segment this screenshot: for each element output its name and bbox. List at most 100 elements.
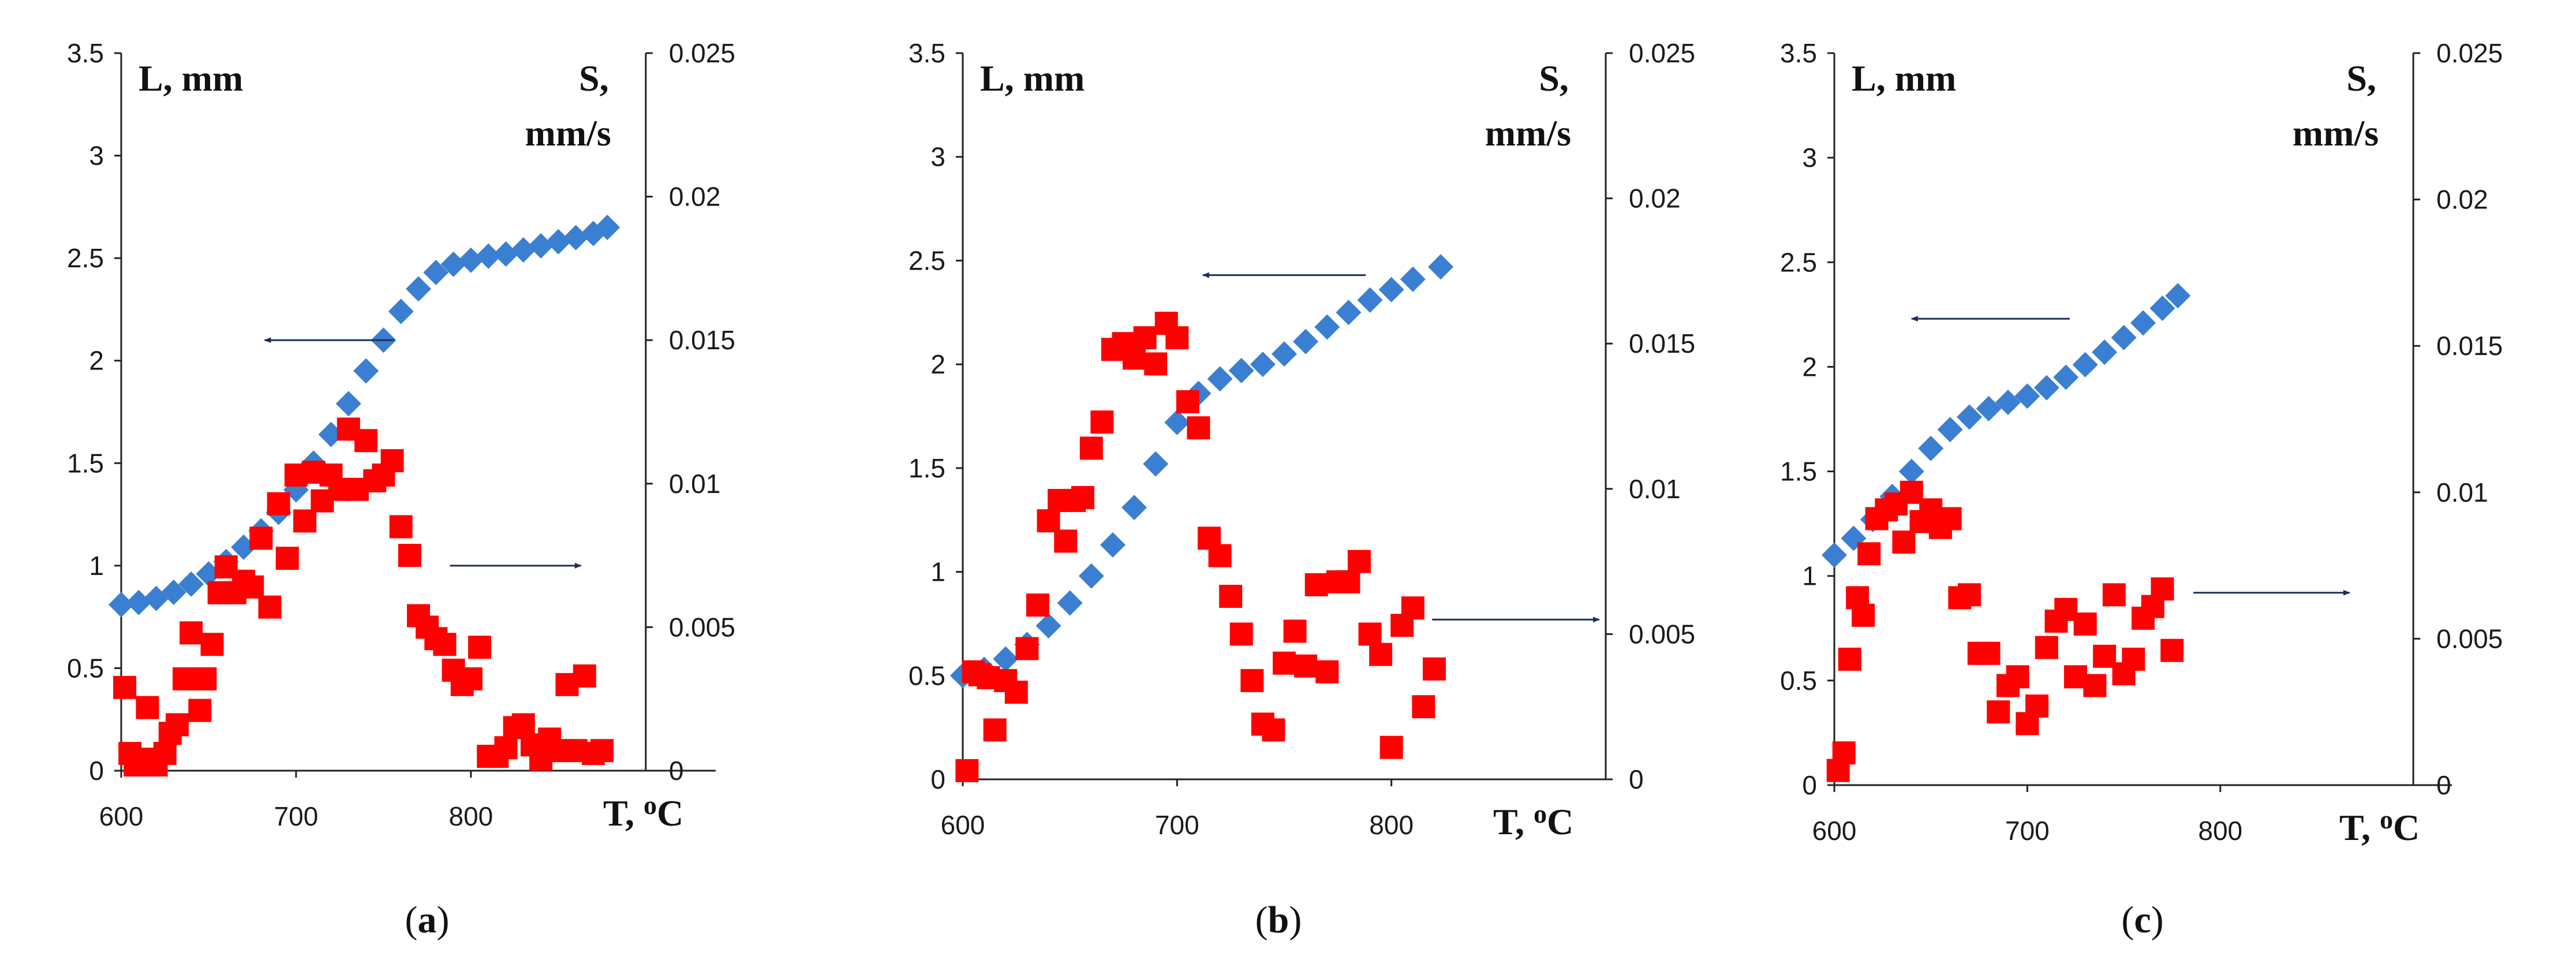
L-data-point xyxy=(406,276,431,302)
y-tick-label: 2 xyxy=(1802,352,1817,382)
L-data-point xyxy=(109,592,134,618)
L-data-point xyxy=(1918,435,1944,461)
S-data-point xyxy=(275,547,299,570)
y2-tick-label: 0 xyxy=(669,756,684,786)
S-data-point xyxy=(398,544,421,567)
S-data-point xyxy=(1987,700,2010,724)
L-data-point xyxy=(2053,364,2079,390)
L-data-point xyxy=(1035,613,1061,639)
L-data-point xyxy=(1078,563,1104,589)
y-tick-label: 0 xyxy=(89,756,104,786)
y2-tick-label: 0.015 xyxy=(669,325,735,355)
chart-panel-a: 0 0.5 1 1.5 2 2.5 3 3.5 0 0.005 0.01 0.015 0.02 0.025… xyxy=(67,38,735,941)
panel-caption: (a) xyxy=(405,899,450,941)
L-data-point xyxy=(1822,542,1847,568)
S-data-point xyxy=(2122,647,2145,671)
S-data-point xyxy=(354,429,378,453)
L-data-point xyxy=(510,237,536,263)
x-tick-label: 700 xyxy=(1155,810,1199,840)
y2-tick-label: 0.01 xyxy=(669,469,721,499)
S-data-point xyxy=(1977,641,2001,665)
L-data-point xyxy=(595,214,620,240)
L-data-point xyxy=(1937,417,1963,443)
L-data-point xyxy=(1314,314,1340,340)
S-data-point xyxy=(1026,593,1049,617)
y2-tick-label: 0.01 xyxy=(1629,474,1681,504)
panel-caption: (b) xyxy=(1255,899,1302,941)
x-tick-label: 600 xyxy=(1812,816,1857,846)
y2-tick-label: 0.005 xyxy=(669,612,735,642)
S-data-point xyxy=(1347,550,1371,573)
L-data-point xyxy=(2072,352,2098,378)
x-tick-label: 600 xyxy=(941,810,985,840)
S-data-point xyxy=(1892,531,1916,554)
S-data-point xyxy=(1379,735,1403,759)
series-S xyxy=(955,311,1446,782)
S-data-point xyxy=(1262,718,1285,742)
S-data-point xyxy=(2151,577,2174,601)
chart-panel-c: 0 0.5 1 1.5 2 2.5 3 3.5 0 0.005 0.01 0.015 0.02 0.025… xyxy=(1780,38,2503,941)
y2-axis-label-unit: mm/s xyxy=(2293,113,2379,154)
L-data-point xyxy=(1898,458,1924,484)
x-tick-label: 600 xyxy=(99,801,144,831)
S-data-point xyxy=(1358,622,1382,646)
y-axis-label: L, mm xyxy=(139,58,243,99)
series-S xyxy=(113,417,614,777)
series-L xyxy=(109,214,620,618)
S-data-point xyxy=(293,509,317,533)
S-data-point xyxy=(2006,665,2029,689)
S-data-point xyxy=(1857,542,1881,566)
S-data-point xyxy=(1079,436,1103,460)
S-data-point xyxy=(193,667,217,690)
S-data-point xyxy=(258,595,282,619)
L-data-point xyxy=(476,243,502,269)
L-data-point xyxy=(493,241,519,267)
S-data-point xyxy=(983,718,1007,742)
L-data-point xyxy=(160,580,186,606)
y2-tick-label: 0.005 xyxy=(2436,623,2503,653)
y-tick-label: 3 xyxy=(89,141,104,171)
L-data-point xyxy=(1428,254,1454,280)
y-tick-label: 1 xyxy=(89,551,104,581)
S-data-point xyxy=(1176,390,1199,413)
S-data-point xyxy=(2035,636,2058,659)
y2-tick-label: 0.025 xyxy=(669,38,735,68)
x-axis-label: T, oC xyxy=(603,790,683,834)
y-tick-label: 0 xyxy=(1802,770,1817,800)
S-data-point xyxy=(1369,643,1393,666)
S-data-point xyxy=(1315,660,1339,684)
L-data-point xyxy=(126,589,152,615)
y2-tick-label: 0 xyxy=(1629,764,1644,794)
S-data-point xyxy=(1037,509,1060,533)
L-data-point xyxy=(1357,287,1383,313)
L-data-point xyxy=(458,247,484,273)
S-data-point xyxy=(249,526,273,550)
S-data-point xyxy=(1304,573,1328,596)
S-data-point xyxy=(1401,596,1425,620)
S-data-point xyxy=(1337,570,1360,593)
y-tick-label: 0.5 xyxy=(67,653,104,683)
y-tick-label: 3.5 xyxy=(908,38,945,68)
S-data-point xyxy=(573,664,596,688)
S-data-point xyxy=(1015,637,1039,660)
L-data-point xyxy=(1272,341,1297,367)
x-tick-label: 800 xyxy=(2198,816,2242,846)
L-data-point xyxy=(2014,383,2040,409)
S-data-point xyxy=(2025,694,2049,718)
y-tick-label: 1 xyxy=(1802,561,1817,591)
y-tick-label: 2 xyxy=(89,346,104,376)
L-data-point xyxy=(1057,590,1083,616)
S-data-point xyxy=(2102,583,2126,607)
S-data-point xyxy=(173,667,196,690)
x-tick-label: 700 xyxy=(274,801,319,831)
S-data-point xyxy=(180,621,203,645)
y-tick-label: 1 xyxy=(930,557,945,587)
L-data-point xyxy=(545,229,571,255)
S-data-point xyxy=(1294,654,1318,678)
S-data-point xyxy=(2160,638,2184,662)
L-data-point xyxy=(1164,409,1190,435)
y-tick-label: 0.5 xyxy=(1780,666,1817,696)
x-axis-label: T, oC xyxy=(1493,799,1573,842)
S-data-point xyxy=(2093,644,2117,668)
